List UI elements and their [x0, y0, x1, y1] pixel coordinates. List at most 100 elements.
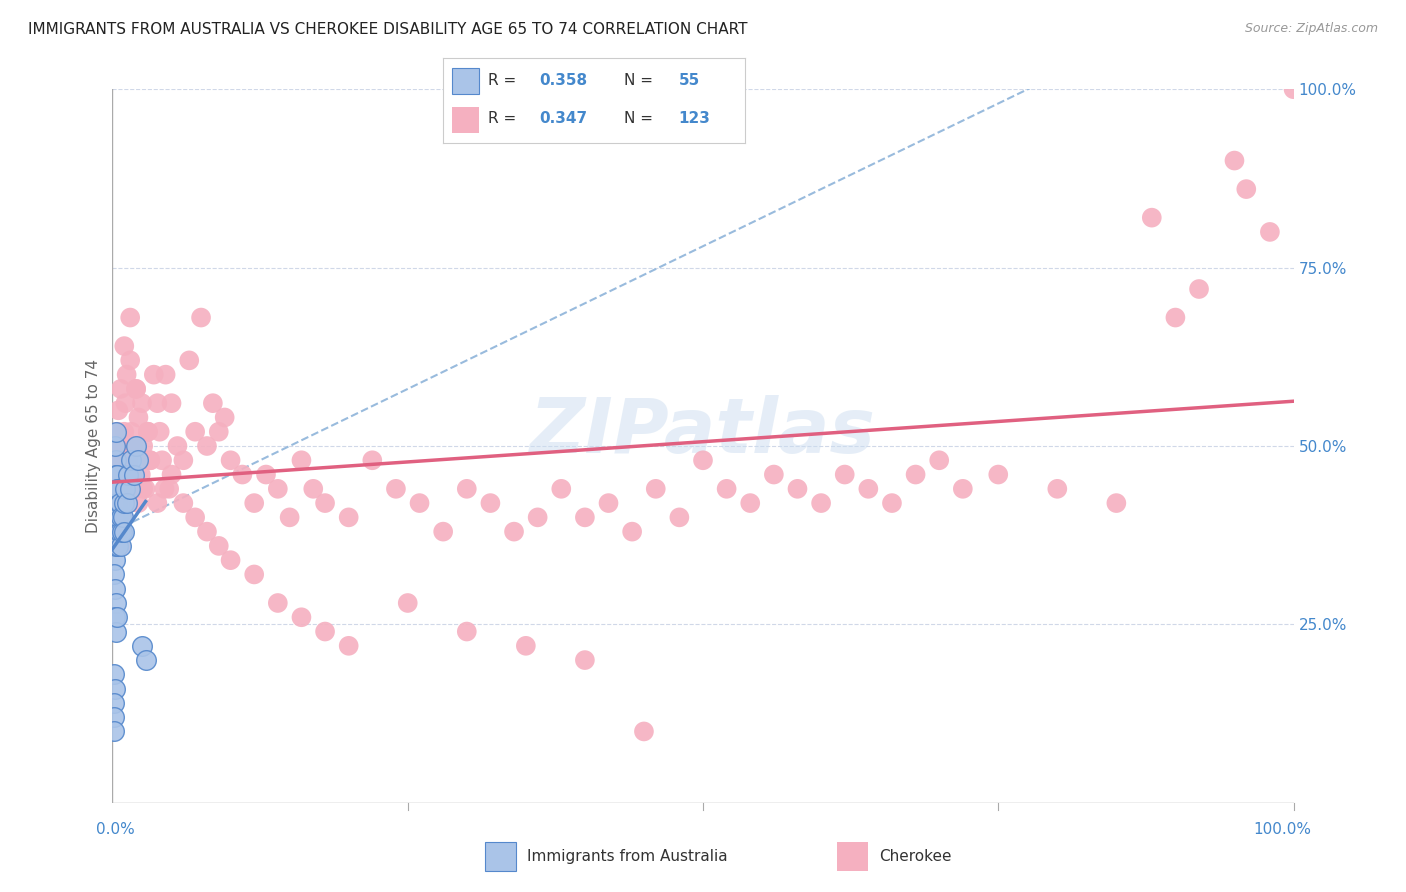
FancyBboxPatch shape — [451, 107, 479, 133]
Point — [112, 425, 135, 439]
Point — [574, 510, 596, 524]
Point — [108, 453, 131, 467]
Text: R =: R = — [488, 73, 522, 88]
Point — [108, 467, 131, 482]
Point — [125, 439, 148, 453]
Point — [122, 467, 145, 482]
Point — [114, 482, 136, 496]
Point — [987, 467, 1010, 482]
Point — [117, 467, 139, 482]
Point — [254, 467, 277, 482]
Point — [337, 510, 360, 524]
Point — [160, 396, 183, 410]
Point — [1140, 211, 1163, 225]
Text: Cherokee: Cherokee — [879, 849, 952, 863]
Point — [112, 339, 135, 353]
Point — [105, 524, 128, 539]
Point — [716, 482, 738, 496]
Point — [105, 496, 128, 510]
Point — [503, 524, 526, 539]
Point — [105, 482, 128, 496]
Point — [107, 403, 129, 417]
Text: Immigrants from Australia: Immigrants from Australia — [527, 849, 728, 863]
Point — [290, 610, 312, 624]
Point — [120, 467, 142, 482]
Point — [1282, 82, 1305, 96]
Point — [104, 610, 127, 624]
Point — [1188, 282, 1211, 296]
Point — [904, 467, 927, 482]
Point — [112, 510, 135, 524]
Point — [928, 453, 950, 467]
Point — [107, 496, 129, 510]
Point — [111, 496, 134, 510]
Point — [834, 467, 856, 482]
Point — [111, 524, 134, 539]
Point — [104, 439, 127, 453]
Point — [105, 425, 128, 439]
Text: N =: N = — [624, 112, 658, 127]
FancyBboxPatch shape — [485, 842, 516, 871]
Point — [103, 696, 125, 710]
Point — [120, 310, 142, 325]
Point — [214, 410, 236, 425]
Point — [179, 353, 201, 368]
Point — [201, 396, 224, 410]
Point — [396, 596, 419, 610]
Point — [103, 567, 125, 582]
Point — [104, 496, 127, 510]
Point — [110, 382, 132, 396]
Point — [1234, 182, 1257, 196]
FancyBboxPatch shape — [451, 68, 479, 94]
Point — [120, 353, 142, 368]
Point — [122, 439, 145, 453]
Text: 0.0%: 0.0% — [96, 822, 135, 837]
Point — [110, 539, 132, 553]
Point — [104, 681, 127, 696]
Point — [574, 653, 596, 667]
Point — [104, 510, 127, 524]
Point — [105, 425, 128, 439]
Point — [195, 439, 218, 453]
Point — [104, 539, 127, 553]
Point — [120, 482, 142, 496]
Point — [314, 624, 336, 639]
Point — [1223, 153, 1246, 168]
Text: R =: R = — [488, 112, 522, 127]
Point — [243, 567, 266, 582]
Text: ZIPatlas: ZIPatlas — [530, 395, 876, 468]
Point — [104, 553, 127, 567]
Point — [136, 425, 159, 439]
Point — [1164, 310, 1187, 325]
Point — [103, 724, 125, 739]
Point — [127, 410, 149, 425]
Point — [115, 439, 138, 453]
Point — [103, 539, 125, 553]
Point — [107, 510, 129, 524]
Point — [195, 524, 218, 539]
Point — [157, 482, 180, 496]
Point — [105, 482, 128, 496]
Point — [150, 453, 173, 467]
Point — [112, 524, 135, 539]
Point — [105, 524, 128, 539]
Point — [139, 453, 162, 467]
Point — [120, 453, 142, 467]
Point — [127, 453, 149, 467]
Point — [361, 453, 384, 467]
Point — [107, 539, 129, 553]
Point — [515, 639, 537, 653]
Point — [135, 482, 157, 496]
Point — [124, 482, 146, 496]
Point — [121, 467, 143, 482]
Text: 0.358: 0.358 — [540, 73, 588, 88]
Point — [786, 482, 808, 496]
Point — [526, 510, 548, 524]
Point — [105, 596, 128, 610]
Point — [131, 396, 153, 410]
Point — [112, 510, 135, 524]
Point — [479, 496, 502, 510]
Point — [278, 510, 301, 524]
FancyBboxPatch shape — [837, 842, 868, 871]
Point — [184, 425, 207, 439]
